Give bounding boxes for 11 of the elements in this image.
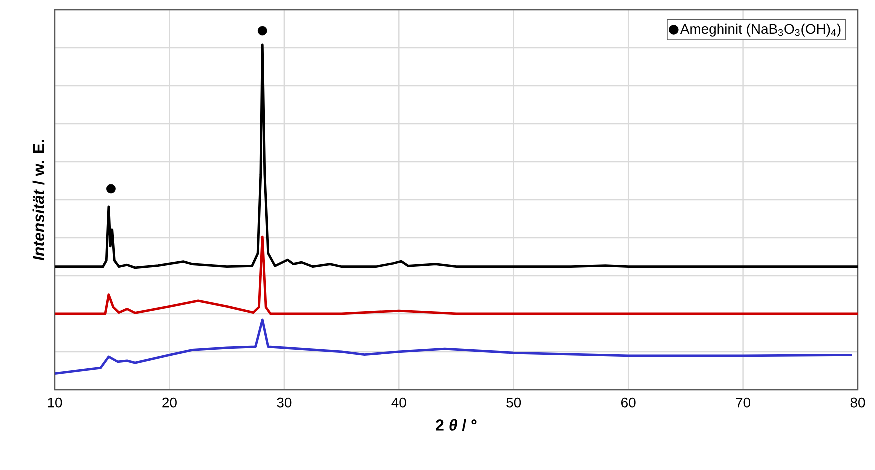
x-tick-label: 60 [622,398,636,408]
x-axis-title: 2 θ / ° [436,419,477,432]
x-tick-label: 20 [162,398,177,408]
x-tick-label: 50 [506,398,522,408]
y-axis-title: Intensität / w. E. [32,140,45,261]
x-tick-label: 80 [850,398,866,408]
x-tick-label: 40 [392,398,406,408]
x-tick-label: 30 [277,398,292,408]
x-tick-label: 70 [736,398,751,408]
x-tick-label: 10 [48,398,62,408]
legend-label: Ameghinit (NaB$_{3}$O$_{3}$(OH)$_{4}$) [680,24,841,37]
